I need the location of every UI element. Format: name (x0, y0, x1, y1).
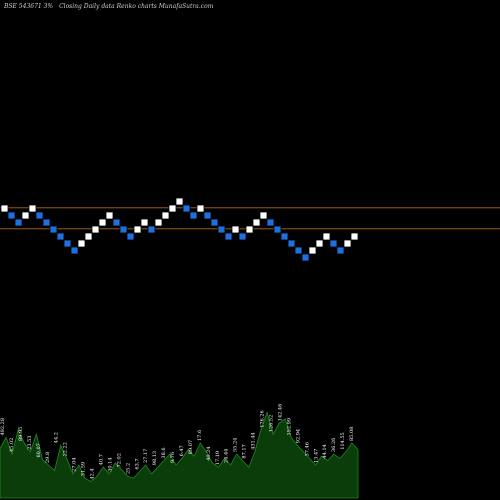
volume-label: 27.04 (72, 457, 78, 471)
volume-label: 87.17 (242, 444, 248, 458)
volume-label: 30.14 (107, 457, 113, 471)
up-brick (133, 225, 142, 234)
volume-label: 42.4 (90, 468, 96, 479)
volume-label: 29.8 (45, 452, 51, 463)
down-brick (182, 204, 191, 213)
down-brick (189, 211, 198, 220)
symbol-label: BSE 543671 3% (4, 3, 54, 10)
down-brick (56, 232, 65, 241)
volume-label: 45.02 (9, 438, 15, 452)
down-brick (329, 239, 338, 248)
down-brick (287, 239, 296, 248)
volume-label: 40.24 (206, 446, 212, 460)
volume-label: 40.7 (98, 454, 104, 465)
up-brick (343, 239, 352, 248)
volume-label: 24.44 (224, 449, 230, 463)
down-brick (7, 211, 16, 220)
up-brick (98, 218, 107, 227)
volume-label: 23.53 (27, 435, 33, 449)
chart-title: Closing Daily data Renko charts MunafaSu… (59, 3, 214, 10)
up-brick (105, 211, 114, 220)
volume-label: 27.17 (143, 449, 149, 463)
up-brick (322, 232, 331, 241)
volume-label: 38.6 (161, 447, 167, 458)
volume-label: 126.52 (269, 415, 275, 433)
volume-label: 44.14 (322, 444, 328, 458)
volume-label: 31.59 (81, 462, 87, 476)
down-brick (63, 239, 72, 248)
down-brick (238, 232, 247, 241)
volume-label: 37.46 (304, 442, 310, 456)
volume-label: 63.7 (134, 458, 140, 469)
volume-label: 9.76 (170, 452, 176, 463)
up-brick (140, 218, 149, 227)
down-brick (301, 253, 310, 262)
volume-label: 176.26 (260, 410, 266, 428)
down-brick (112, 218, 121, 227)
volume-label: 44.2 (54, 432, 60, 443)
up-brick (154, 218, 163, 227)
volume-area (0, 410, 359, 499)
up-brick (0, 204, 9, 213)
volume-label: 98.13 (152, 451, 158, 465)
up-brick (315, 239, 324, 248)
down-brick (70, 246, 79, 255)
up-brick (21, 211, 30, 220)
down-brick (217, 225, 226, 234)
volume-label: 85.08 (349, 427, 355, 441)
volume-label: 152.99 (286, 418, 292, 436)
down-brick (210, 218, 219, 227)
volume-label: 89.95 (18, 427, 24, 441)
down-brick (49, 225, 58, 234)
volume-label: 142.46 (277, 404, 283, 422)
volume-label: 25.2 (125, 463, 131, 474)
up-brick (245, 225, 254, 234)
up-brick (308, 246, 317, 255)
up-brick (84, 232, 93, 241)
up-brick (77, 239, 86, 248)
volume-label: 22.22 (63, 442, 69, 456)
down-brick (266, 218, 275, 227)
down-brick (35, 211, 44, 220)
down-brick (294, 246, 303, 255)
down-brick (147, 225, 156, 234)
up-brick (231, 225, 240, 234)
down-brick (224, 232, 233, 241)
volume-label: 17.6 (197, 430, 203, 441)
volume-label: 17.19 (215, 451, 221, 465)
volume-label: 92.94 (295, 429, 301, 443)
down-brick (14, 218, 23, 227)
up-brick (91, 225, 100, 234)
volume-label: 55.24 (233, 438, 239, 452)
volume-label: 36.26 (331, 438, 337, 452)
up-brick (259, 211, 268, 220)
down-brick (42, 218, 51, 227)
up-brick (252, 218, 261, 227)
up-brick (175, 197, 184, 206)
volume-label: 431.44 (251, 432, 257, 450)
volume-label: 89.07 (188, 440, 194, 454)
volume-label: 13.47 (313, 449, 319, 463)
up-brick (168, 204, 177, 213)
volume-label: 114.55 (340, 432, 346, 450)
volume-label: 72.02 (116, 453, 122, 467)
down-brick (280, 232, 289, 241)
chart-header: BSE 543671 3% Closing Daily data Renko c… (4, 3, 217, 10)
down-brick (336, 246, 345, 255)
down-brick (203, 211, 212, 220)
down-brick (126, 232, 135, 241)
up-brick (161, 211, 170, 220)
volume-label: 6.47 (179, 445, 185, 456)
volume-label: 492.28 (0, 418, 6, 436)
down-brick (119, 225, 128, 234)
up-brick (350, 232, 359, 241)
up-brick (28, 204, 37, 213)
up-brick (196, 204, 205, 213)
volume-label: 60.07 (36, 443, 42, 457)
down-brick (273, 225, 282, 234)
